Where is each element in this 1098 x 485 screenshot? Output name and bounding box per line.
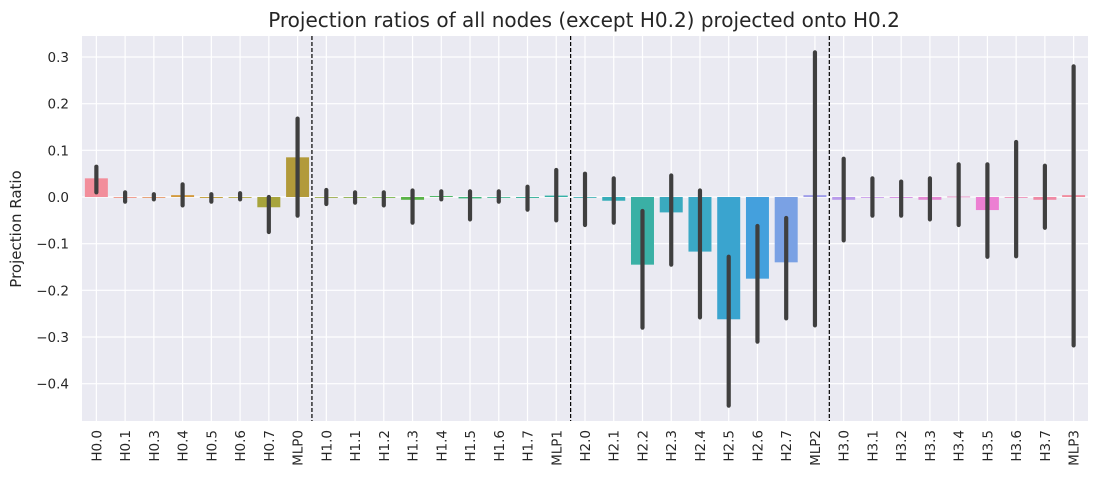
x-tick-label: MLP3 — [1067, 430, 1083, 466]
x-tick-label: H3.0 — [837, 430, 853, 462]
x-tick-label: H1.0 — [319, 430, 335, 462]
x-tick-label: H1.4 — [434, 430, 450, 462]
y-tick-label: −0.4 — [36, 377, 69, 393]
x-tick-label: H3.6 — [1009, 430, 1025, 462]
grid-lines — [82, 36, 1088, 421]
x-tick-labels: H0.0 H0.1 H0.3 H0.4 H0.5 H0.6 H0.7 MLP0 H1.0 H1.1… — [89, 430, 1082, 466]
y-tick-labels: 0.3 0.2 0.1 0.0 −0.1 −0.2 −0.3 −0.4 — [36, 50, 69, 393]
y-tick-label: −0.1 — [36, 237, 69, 253]
x-tick-label: MLP1 — [549, 430, 565, 466]
x-tick-label: H2.3 — [664, 430, 680, 462]
x-tick-label: H1.7 — [521, 430, 537, 462]
y-tick-label: −0.3 — [36, 330, 69, 346]
y-tick-label: 0.2 — [48, 97, 69, 113]
x-tick-label: H3.3 — [923, 430, 939, 462]
x-tick-label: MLP0 — [291, 430, 307, 466]
group-separators — [311, 36, 830, 421]
y-tick-label: −0.2 — [36, 283, 69, 299]
x-tick-label: H0.4 — [176, 430, 192, 462]
y-axis-label: Projection Ratio — [7, 170, 25, 287]
x-tick-label: H2.7 — [779, 430, 795, 462]
x-tick-label: H3.4 — [952, 430, 968, 462]
x-tick-label: H2.2 — [635, 430, 651, 462]
x-tick-label: H1.5 — [463, 430, 479, 462]
x-tick-label: H1.3 — [406, 430, 422, 462]
x-tick-label: H1.6 — [492, 430, 508, 462]
x-tick-label: H2.5 — [722, 430, 738, 462]
x-tick-label: H3.5 — [980, 430, 996, 462]
x-tick-label: H3.2 — [894, 430, 910, 462]
x-tick-label: H2.4 — [693, 430, 709, 462]
x-tick-label: MLP2 — [808, 430, 824, 466]
x-tick-label: H0.3 — [147, 430, 163, 462]
x-tick-label: H2.1 — [607, 430, 623, 462]
y-tick-label: 0.1 — [48, 143, 69, 159]
chart-title: Projection ratios of all nodes (except H… — [268, 8, 900, 32]
x-tick-label: H2.0 — [578, 430, 594, 462]
y-tick-label: 0.0 — [48, 190, 69, 206]
x-tick-label: H0.1 — [118, 430, 134, 462]
x-tick-label: H0.5 — [204, 430, 220, 462]
x-tick-label: H1.2 — [377, 430, 393, 462]
x-tick-label: H2.6 — [750, 430, 766, 462]
x-tick-label: H0.0 — [89, 430, 105, 462]
error-bars — [94, 50, 1076, 408]
x-tick-label: H3.7 — [1038, 430, 1054, 462]
x-tick-label: H1.1 — [348, 430, 364, 462]
y-tick-label: 0.3 — [48, 50, 69, 66]
x-tick-label: H3.1 — [865, 430, 881, 462]
x-tick-label: H0.6 — [233, 430, 249, 462]
x-tick-label: H0.7 — [262, 430, 278, 462]
